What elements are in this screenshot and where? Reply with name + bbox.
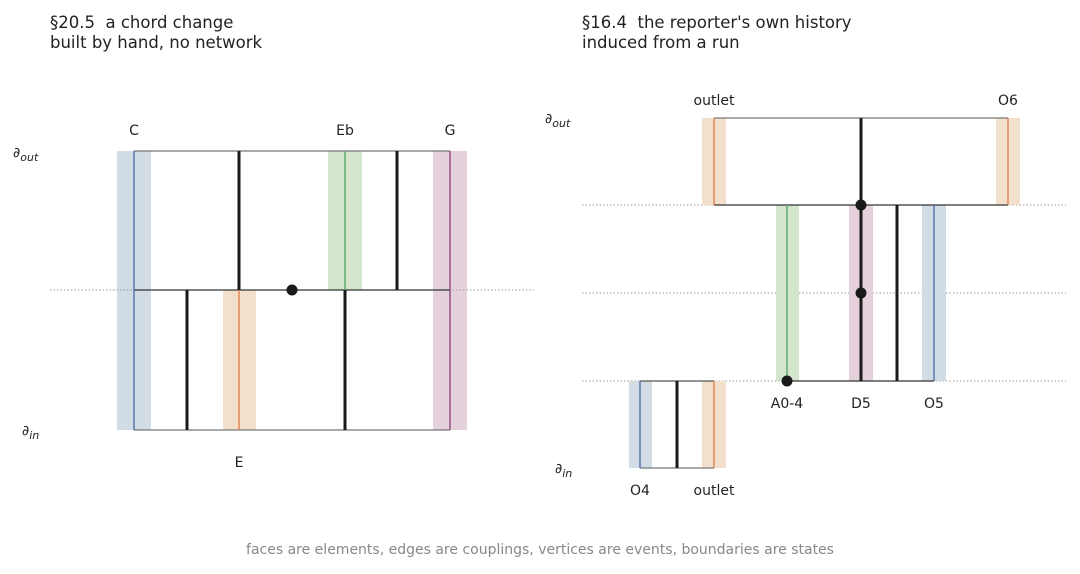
right-title-line2: induced from a run — [582, 33, 740, 52]
label-O5: O5 — [924, 396, 944, 412]
left-title-line2: built by hand, no network — [50, 33, 263, 52]
right-boundary-out: ∂out — [545, 111, 570, 130]
label-D5: D5 — [851, 396, 871, 412]
left-title-line1: §20.5 a chord change — [50, 13, 234, 32]
event-vertex-top — [855, 199, 867, 211]
event-vertex — [286, 284, 298, 296]
label-G: G — [444, 123, 456, 139]
right-title-line1: §16.4 the reporter's own history — [582, 13, 852, 32]
right-boundary-out-sub: out — [552, 116, 571, 130]
label-C: C — [129, 123, 139, 139]
left-boundary-out: ∂out — [13, 145, 38, 164]
label-O4: O4 — [630, 483, 650, 499]
right-boundary-in-symbol: ∂ — [555, 461, 563, 477]
right-boundary-in-sub: in — [562, 466, 573, 480]
right-boundary-in: ∂in — [555, 461, 572, 480]
right-panel-title: §16.4 the reporter's own history induced… — [582, 13, 852, 53]
label-O6: O6 — [998, 93, 1018, 109]
label-outlet-bottom: outlet — [693, 483, 735, 499]
left-diagram — [50, 150, 534, 431]
left-boundary-in-symbol: ∂ — [22, 423, 30, 439]
left-boundary-out-symbol: ∂ — [13, 145, 21, 161]
caption: faces are elements, edges are couplings,… — [246, 542, 834, 558]
left-panel-title: §20.5 a chord change built by hand, no n… — [50, 13, 262, 53]
label-A0-4: A0-4 — [770, 396, 804, 412]
event-vertex-bottom — [781, 375, 793, 387]
left-boundary-out-sub: out — [20, 150, 39, 164]
label-outlet-top: outlet — [693, 93, 735, 109]
left-boundary-in: ∂in — [22, 423, 39, 442]
right-diagram — [582, 117, 1066, 469]
left-boundary-in-sub: in — [29, 428, 40, 442]
label-Eb: Eb — [336, 123, 354, 139]
right-boundary-out-symbol: ∂ — [545, 111, 553, 127]
event-vertex-mid — [855, 287, 867, 299]
label-E: E — [234, 455, 244, 471]
